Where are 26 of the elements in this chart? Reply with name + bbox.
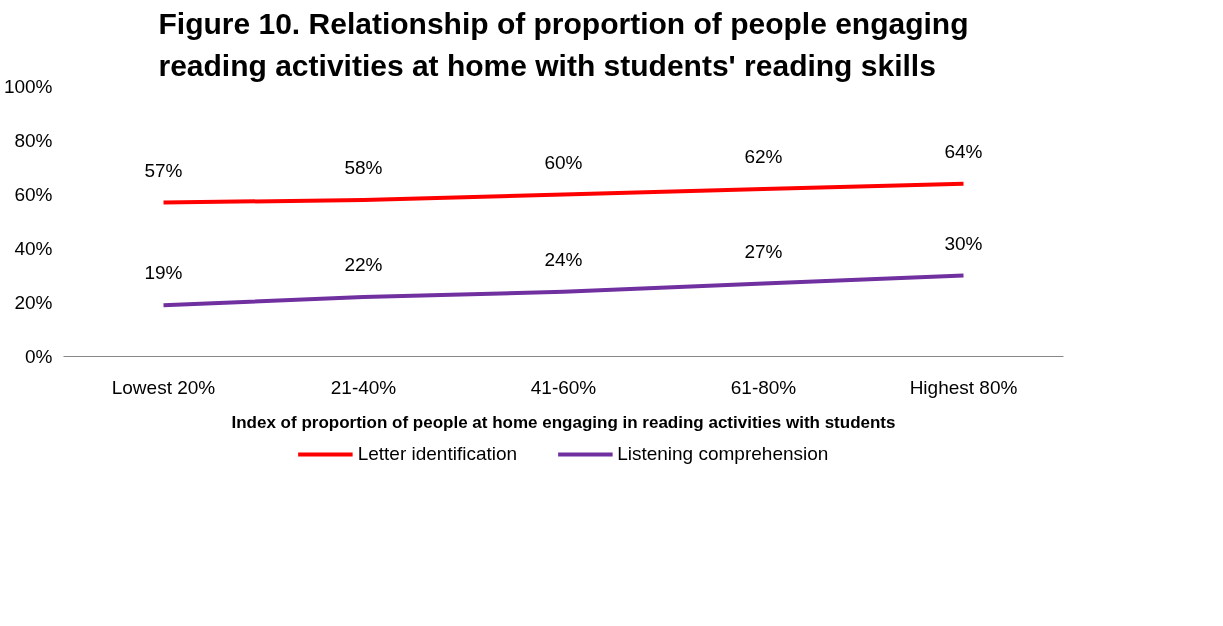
y-tick-label: 0% <box>25 346 53 367</box>
y-tick-label: 20% <box>14 292 53 313</box>
chart-title: Figure 10. Relationship of proportion of people engaging reading activities at home with students' reading skills <box>158 7 969 82</box>
data-label: 64% <box>944 140 983 162</box>
x-tick-label: Highest 80% <box>909 376 1018 398</box>
legend-label: Listening comprehension <box>617 443 829 465</box>
legend-label: Letter identification <box>357 443 518 465</box>
data-label: 57% <box>144 159 183 181</box>
y-tick-label: 80% <box>14 130 53 151</box>
data-label: 62% <box>744 146 783 168</box>
x-tick-label: 61-80% <box>730 376 797 398</box>
data-label: 24% <box>544 248 583 270</box>
data-label: 30% <box>944 232 983 254</box>
data-label: 60% <box>544 151 583 173</box>
x-axis-title: Index of proportion of people at home engaging in reading activities with students <box>231 412 896 432</box>
data-label: 58% <box>344 156 383 178</box>
x-tick-label: 41-60% <box>530 376 597 398</box>
x-tick-label: 21-40% <box>330 376 397 398</box>
data-label: 19% <box>144 262 183 284</box>
data-label: 22% <box>344 254 383 276</box>
line-series <box>161 181 966 205</box>
y-tick-label: 100% <box>3 76 53 97</box>
y-tick-label: 40% <box>14 238 53 259</box>
data-label: 27% <box>744 240 783 262</box>
y-tick-label: 60% <box>14 184 53 205</box>
x-tick-label: Lowest 20% <box>111 376 216 398</box>
